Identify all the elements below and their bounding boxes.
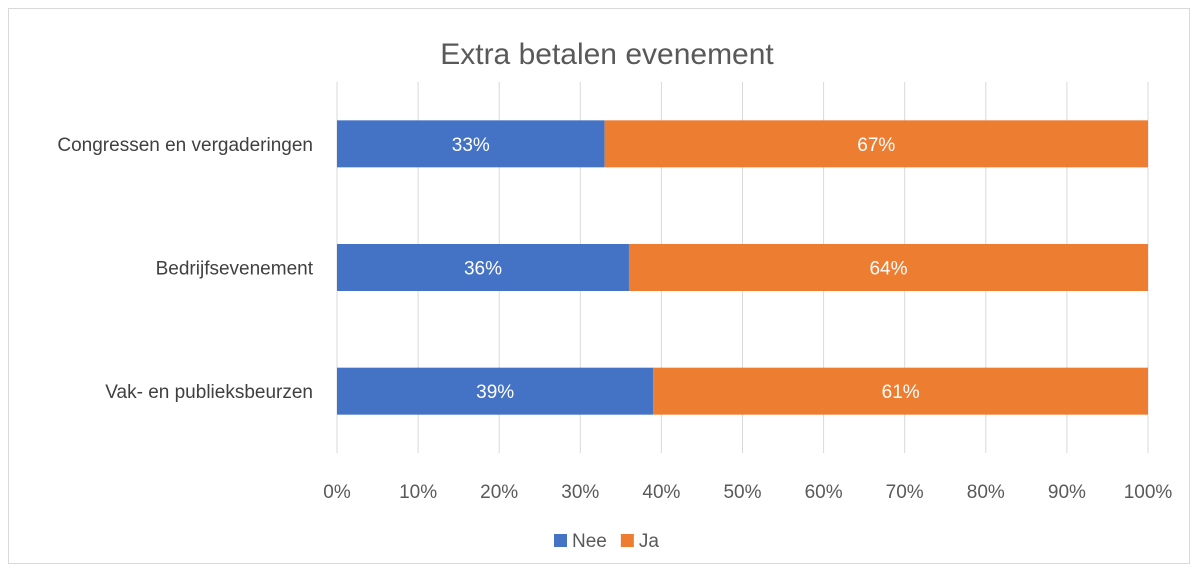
chart-title: Extra betalen evenement <box>440 38 774 71</box>
bar-ja <box>604 120 1148 168</box>
bar-nee <box>337 244 629 291</box>
legend-swatch-nee <box>554 534 567 547</box>
x-tick-labels: 0% 10% 20% 30% 40% 50% 60% 70% 80% 90% 100% <box>323 482 1172 503</box>
data-label: 61% <box>882 382 920 403</box>
x-tick-label: 70% <box>886 482 924 503</box>
x-tick-label: 50% <box>723 482 761 503</box>
category-label: Congressen en vergaderingen <box>57 135 313 156</box>
x-tick-label: 100% <box>1124 482 1173 503</box>
x-tick-label: 40% <box>642 482 680 503</box>
bar-nee <box>337 367 654 415</box>
legend-label: Nee <box>572 531 607 552</box>
data-label: 39% <box>476 382 514 403</box>
data-label: 67% <box>857 135 895 156</box>
data-label: 64% <box>869 259 907 280</box>
legend: Nee Ja <box>554 531 659 552</box>
x-tick-label: 60% <box>805 482 843 503</box>
x-tick-label: 90% <box>1048 482 1086 503</box>
x-tick-label: 80% <box>967 482 1005 503</box>
bar-nee <box>337 120 605 168</box>
category-label: Bedrijfsevenement <box>156 259 314 280</box>
x-tick-label: 30% <box>561 482 599 503</box>
bar-ja <box>653 367 1148 415</box>
category-label: Vak- en publieksbeurzen <box>105 382 313 403</box>
legend-label: Ja <box>639 531 660 552</box>
x-tick-label: 20% <box>480 482 518 503</box>
bar-ja <box>628 244 1148 291</box>
x-tick-label: 0% <box>323 482 351 503</box>
data-label: 33% <box>452 135 490 156</box>
legend-swatch-ja <box>620 534 634 547</box>
x-tick-label: 10% <box>399 482 437 503</box>
data-label: 36% <box>464 259 502 280</box>
bars: 33% 67% 36% 64% 39% 61% <box>337 120 1148 415</box>
category-labels: Congressen en vergaderingen Bedrijfsevene… <box>57 135 313 403</box>
